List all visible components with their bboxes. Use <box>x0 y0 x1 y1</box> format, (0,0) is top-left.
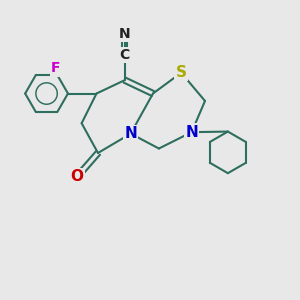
Text: F: F <box>51 61 61 76</box>
Text: N: N <box>185 125 198 140</box>
Text: O: O <box>71 169 84 184</box>
Text: C: C <box>120 48 130 62</box>
Text: N: N <box>124 126 137 141</box>
Text: S: S <box>176 65 187 80</box>
Text: N: N <box>119 27 130 41</box>
